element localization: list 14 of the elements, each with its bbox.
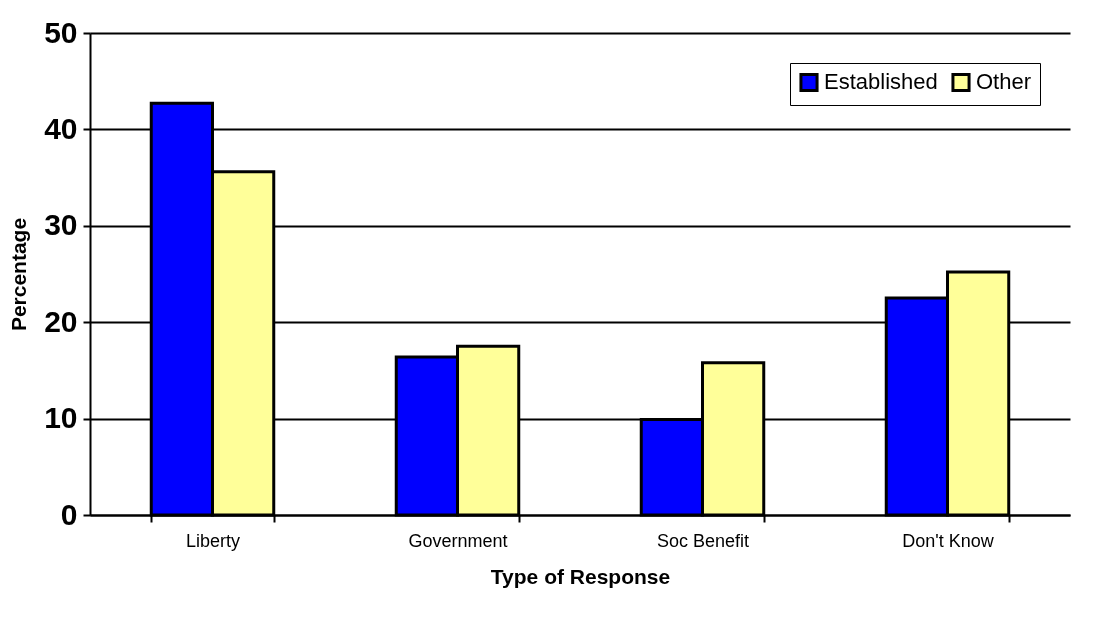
y-tick-label: 20 [44,304,78,338]
legend-label: Established [824,69,938,95]
legend-label: Other [976,69,1032,95]
y-tick-label: 30 [44,208,78,242]
y-tick-label: 40 [44,111,78,145]
x-tick-label: Liberty [185,530,241,551]
x-axis-title: Type of Response [490,564,671,588]
x-tick-label: Don't Know [902,530,995,551]
y-axis-title: Percentage [7,217,31,332]
y-tick-label: 50 [44,15,78,49]
y-tick-label: 0 [60,497,78,531]
x-tick-label: Government [408,530,508,551]
x-tick-label: Soc Benefit [656,530,750,551]
y-tick-label: 10 [44,401,78,435]
